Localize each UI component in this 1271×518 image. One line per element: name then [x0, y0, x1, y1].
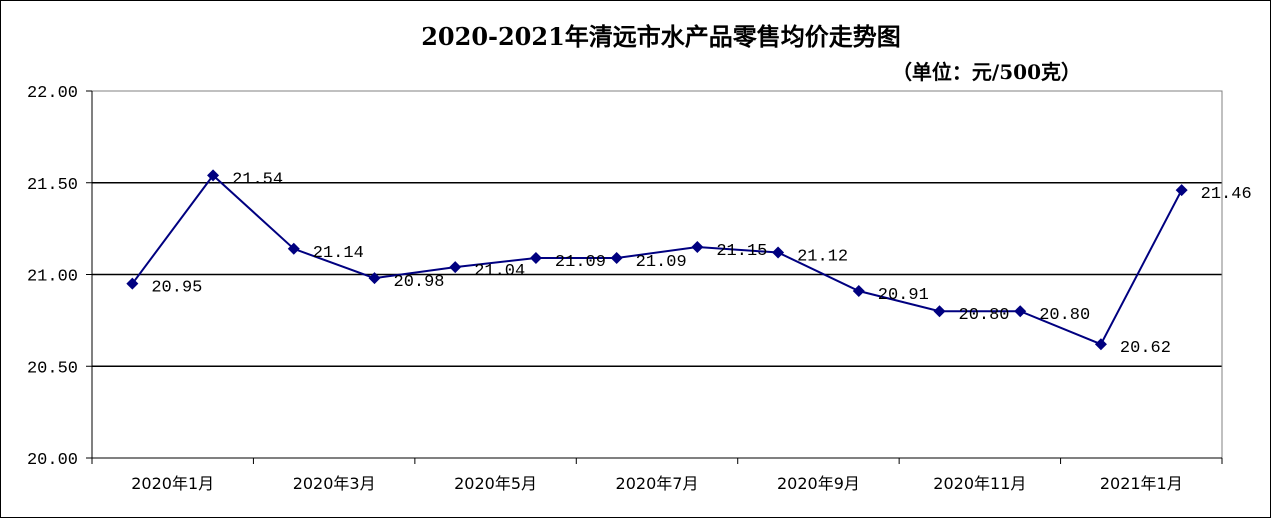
series-line	[131, 173, 1183, 346]
data-label: 21.54	[232, 170, 283, 189]
x-tick-label: 2020年1月	[131, 474, 214, 493]
y-tick-label: 21.50	[27, 176, 78, 195]
data-point	[933, 305, 946, 318]
data-point	[610, 251, 623, 264]
data-point	[287, 242, 300, 255]
y-axis: 20.00 20.50 21.00 21.50 22.00	[27, 84, 93, 470]
data-label: 21.09	[636, 253, 687, 272]
x-axis: 2020年1月 2020年3月 2020年5月 2020年7月 2020年9月 2020年…	[91, 457, 1223, 493]
data-label: 20.80	[1039, 306, 1090, 325]
x-tick-label: 2020年11月	[933, 474, 1026, 493]
chart-title: 2020-2021年清远市水产品零售均价走势图	[421, 22, 901, 51]
data-point	[1094, 338, 1107, 351]
data-point	[449, 261, 462, 274]
data-label: 21.46	[1201, 185, 1252, 204]
data-point	[1175, 184, 1188, 197]
y-tick-label: 21.00	[27, 268, 78, 287]
data-label: 21.15	[716, 242, 767, 261]
y-tick-label: 20.50	[27, 359, 78, 378]
data-label: 20.62	[1120, 339, 1171, 358]
data-label-layer: 20.95 21.54 21.14 20.98 21.04 21.09 21.09 21.15…	[151, 170, 1251, 358]
data-point	[126, 277, 139, 290]
data-point	[1014, 305, 1027, 318]
data-label: 21.09	[555, 253, 606, 272]
gridlines	[92, 182, 1222, 367]
data-point	[772, 246, 785, 259]
x-tick-label: 2020年5月	[454, 474, 537, 493]
x-tick-label: 2020年7月	[616, 474, 699, 493]
data-point	[368, 272, 381, 285]
data-label: 21.04	[474, 262, 525, 281]
data-point	[691, 240, 704, 253]
x-tick-label: 2021年1月	[1100, 474, 1183, 493]
data-label: 20.91	[878, 286, 929, 305]
chart-subtitle: （单位：元/500克）	[892, 60, 1081, 84]
series-layer	[126, 169, 1188, 351]
data-label: 21.14	[313, 244, 364, 263]
data-label: 20.80	[959, 306, 1010, 325]
data-point	[529, 251, 542, 264]
y-tick-label: 22.00	[27, 84, 78, 103]
data-label: 21.12	[797, 247, 848, 266]
data-label: 20.98	[394, 273, 445, 292]
y-tick-label: 20.00	[27, 451, 78, 470]
x-tick-label: 2020年9月	[777, 474, 860, 493]
x-tick-label: 2020年3月	[293, 474, 376, 493]
data-label: 20.95	[151, 279, 202, 298]
data-point	[207, 169, 220, 182]
data-point	[852, 285, 865, 298]
